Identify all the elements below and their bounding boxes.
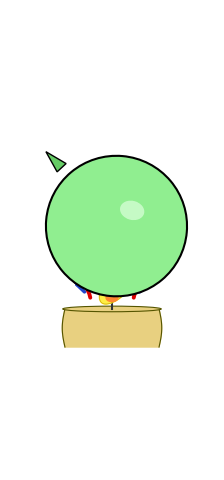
Polygon shape: [46, 152, 66, 172]
Ellipse shape: [120, 201, 144, 221]
Polygon shape: [106, 288, 118, 302]
Ellipse shape: [63, 307, 161, 312]
Ellipse shape: [74, 273, 150, 290]
Ellipse shape: [46, 156, 187, 297]
Polygon shape: [62, 309, 162, 348]
Polygon shape: [99, 276, 125, 304]
